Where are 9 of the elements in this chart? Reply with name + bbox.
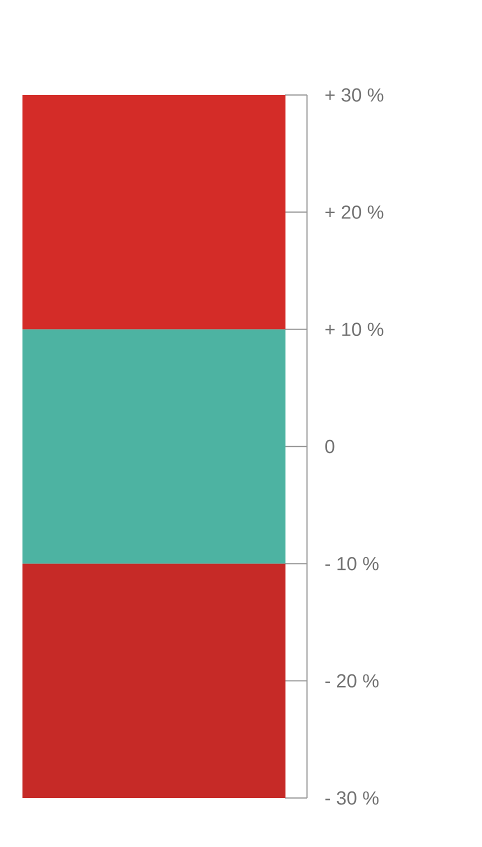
bar [22,94,286,330]
y-tick-label: - 10 % [325,556,379,570]
y-tick-label: + 30 % [325,88,384,102]
y-tick-label: - 30 % [325,791,379,805]
y-tick-label: - 20 % [325,674,379,688]
bar [22,564,286,798]
y-tick-label: + 20 % [325,205,384,219]
y-tick-label: 0 [325,440,334,454]
y-tick-label: + 10 % [325,322,384,336]
